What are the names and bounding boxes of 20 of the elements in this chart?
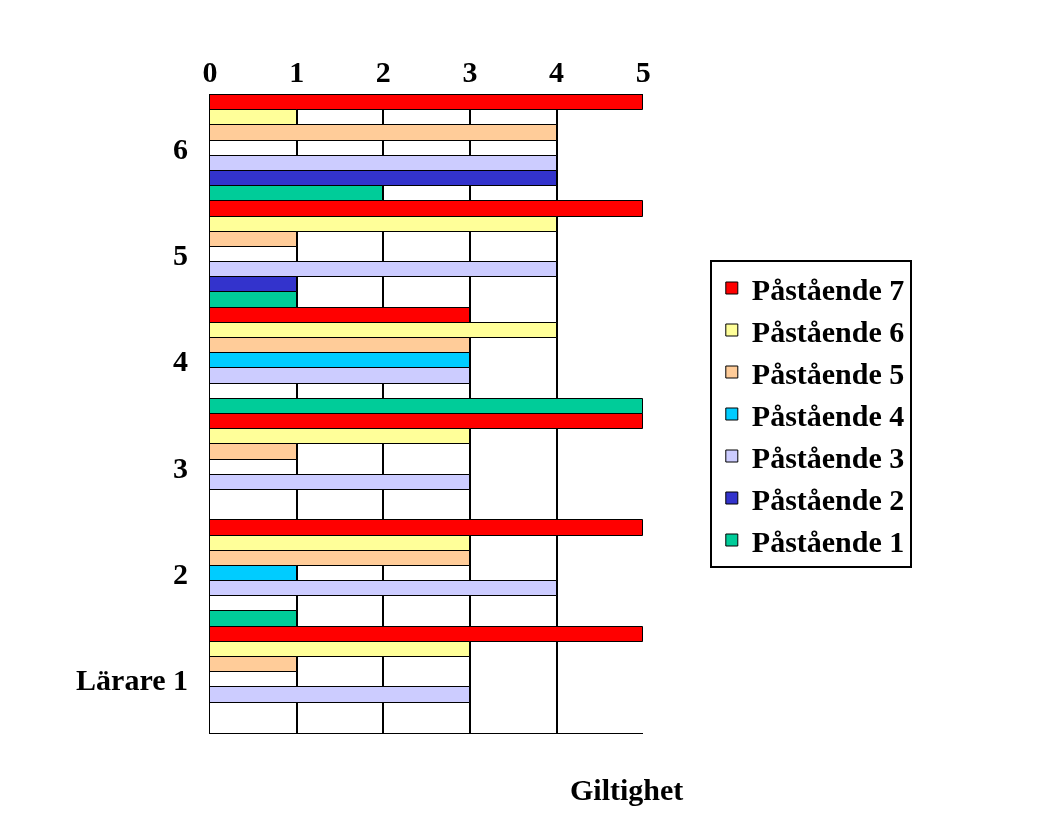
legend-label: Påstående 4 [751,398,905,432]
x-tick-label: 4 [549,55,565,88]
legend-label: Påstående 3 [751,440,905,474]
legend-label: Påstående 7 [751,272,905,306]
x-tick-label: 2 [375,55,391,88]
y-tick-label: 4 [173,344,188,378]
x-tick-label: 5 [635,55,651,88]
x-tick-label: 1 [289,55,305,88]
y-tick-label: 5 [173,238,188,271]
y-tick-label: Lärare 1 [76,663,188,697]
legend-label: Påstående 2 [751,482,905,516]
y-tick-label: 2 [173,557,188,590]
legend-label: Påstående 5 [751,356,905,390]
y-tick-label: 6 [173,131,188,165]
x-tick-label: 0 [202,55,218,88]
legend-label: Påstående 1 [751,524,905,558]
legend-label: Påstående 6 [751,314,905,348]
y-tick-label: 3 [173,450,188,484]
x-tick-label: 3 [462,55,478,88]
x-axis-title: Giltighet [570,773,684,806]
